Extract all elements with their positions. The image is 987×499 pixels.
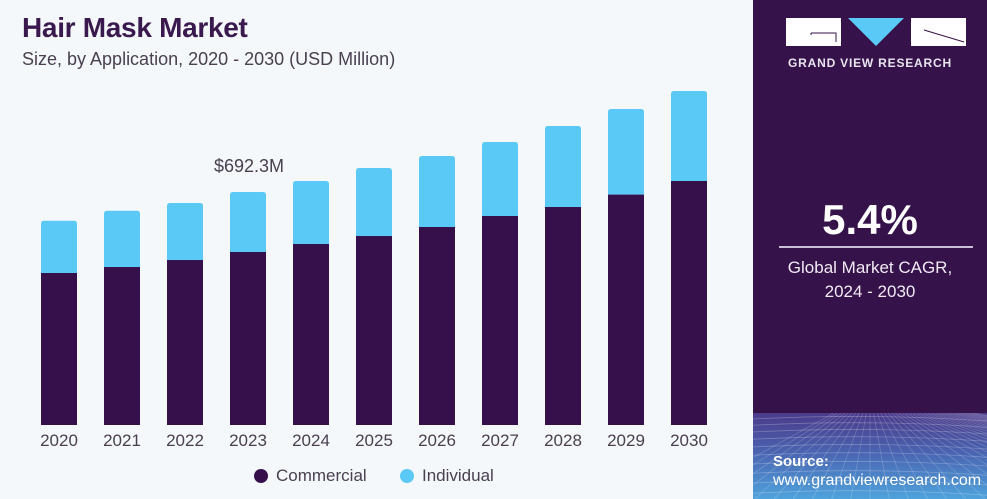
bar-individual-2026 bbox=[419, 156, 455, 228]
chart-subtitle: Size, by Application, 2020 - 2030 (USD M… bbox=[22, 49, 396, 69]
bar-chart: 2020 2021 2022 2023 $692.3M 2024 2025 2026 2027 2… bbox=[40, 90, 708, 450]
grid-line bbox=[891, 413, 986, 499]
x-tick-label: 2020 bbox=[40, 431, 78, 450]
x-tick-label: 2030 bbox=[670, 431, 708, 450]
grid-line bbox=[753, 422, 987, 428]
data-label-annotation: $692.3M bbox=[214, 156, 284, 176]
grid-line bbox=[898, 413, 987, 475]
grand-view-research-logo bbox=[786, 18, 966, 46]
bar-individual-2023 bbox=[230, 192, 266, 253]
grid-line bbox=[792, 413, 856, 499]
chart-title: Hair Mask Market bbox=[22, 12, 248, 43]
x-tick-label: 2026 bbox=[418, 431, 456, 450]
legend-swatch-commercial bbox=[254, 469, 268, 483]
grid-line bbox=[753, 413, 838, 466]
cagr-label: Global Market CAGR, 2024 - 2030 bbox=[753, 256, 987, 304]
grid-line bbox=[753, 429, 987, 435]
grid-line bbox=[913, 413, 987, 448]
grid-line bbox=[754, 413, 849, 499]
bar-commercial-2030 bbox=[671, 180, 707, 425]
cagr-value: 5.4% bbox=[822, 196, 918, 243]
source-label: Source: bbox=[773, 453, 829, 470]
grid-line bbox=[873, 413, 890, 499]
legend-label-commercial: Commercial bbox=[276, 466, 367, 485]
bar-commercial-2027 bbox=[482, 215, 518, 425]
grid-line bbox=[894, 413, 987, 486]
bar-commercial-2023 bbox=[230, 252, 266, 425]
grid-line bbox=[753, 413, 842, 475]
x-tick-label: 2027 bbox=[481, 431, 519, 450]
grid-line bbox=[934, 413, 987, 430]
grid-line bbox=[927, 413, 987, 434]
grid-background-image bbox=[753, 413, 987, 499]
grid-line bbox=[920, 413, 987, 440]
chart-area: Hair Mask Market Size, by Application, 2… bbox=[22, 12, 708, 486]
legend-swatch-individual bbox=[400, 469, 414, 483]
grid-line bbox=[905, 413, 987, 459]
bar-individual-2029 bbox=[608, 109, 644, 195]
bar-individual-2020 bbox=[41, 220, 77, 274]
bar-individual-2028 bbox=[545, 126, 581, 208]
legend-label-individual: Individual bbox=[422, 466, 494, 485]
x-tick-label: 2029 bbox=[607, 431, 645, 450]
grid-line bbox=[753, 480, 987, 486]
bar-commercial-2028 bbox=[545, 207, 581, 425]
sidebar-panel: GRAND VIEW RESEARCH 5.4% Global Market C… bbox=[753, 0, 987, 499]
bar-commercial-2025 bbox=[356, 236, 392, 425]
grid-line bbox=[753, 413, 835, 459]
x-tick-label: 2022 bbox=[166, 431, 204, 450]
grid-line bbox=[850, 413, 867, 499]
cagr-label-line1: Global Market CAGR, bbox=[787, 258, 953, 277]
x-tick-label: 2021 bbox=[103, 431, 141, 450]
grid-line bbox=[831, 413, 864, 499]
x-tick-label: 2025 bbox=[355, 431, 393, 450]
grid-line bbox=[884, 413, 948, 499]
grid-line bbox=[902, 413, 987, 466]
bar-commercial-2026 bbox=[419, 227, 455, 425]
grid-line bbox=[753, 461, 987, 467]
grid-line bbox=[887, 413, 967, 499]
bar-individual-2021 bbox=[104, 210, 140, 268]
grid-line bbox=[923, 413, 987, 437]
bar-individual-2027 bbox=[482, 142, 518, 216]
source-link[interactable]: www.grandviewresearch.com bbox=[773, 472, 982, 489]
grid-line bbox=[753, 452, 987, 458]
cagr-label-line2: 2024 - 2030 bbox=[824, 282, 916, 301]
bar-commercial-2022 bbox=[167, 260, 203, 425]
divider bbox=[779, 246, 973, 248]
x-tick-label: 2024 bbox=[292, 431, 330, 450]
grid-line bbox=[880, 413, 928, 499]
grid-line bbox=[753, 490, 987, 496]
bar-commercial-2024 bbox=[293, 243, 329, 425]
grid-line bbox=[753, 436, 987, 442]
legend-item-individual: Individual bbox=[400, 466, 494, 486]
grid-line bbox=[773, 413, 853, 499]
grid-line bbox=[753, 470, 987, 476]
grid-line bbox=[876, 413, 909, 499]
brand-name: GRAND VIEW RESEARCH bbox=[788, 56, 952, 70]
grid-line bbox=[753, 413, 846, 486]
bar-commercial-2029 bbox=[608, 194, 644, 425]
legend-item-commercial: Commercial bbox=[254, 466, 367, 486]
grid-line bbox=[931, 413, 987, 432]
bar-individual-2025 bbox=[356, 168, 392, 237]
bar-individual-2030 bbox=[671, 90, 707, 181]
x-tick-label: 2028 bbox=[544, 431, 582, 450]
grid-line bbox=[812, 413, 860, 499]
grid-line bbox=[753, 444, 987, 450]
x-tick-label: 2023 bbox=[229, 431, 267, 450]
bar-individual-2022 bbox=[167, 203, 203, 261]
bar-commercial-2020 bbox=[41, 273, 77, 425]
grid-line bbox=[753, 416, 987, 422]
bar-individual-2024 bbox=[293, 180, 329, 244]
grid-line bbox=[909, 413, 987, 453]
grid-line bbox=[916, 413, 987, 444]
bar-commercial-2021 bbox=[104, 267, 140, 425]
